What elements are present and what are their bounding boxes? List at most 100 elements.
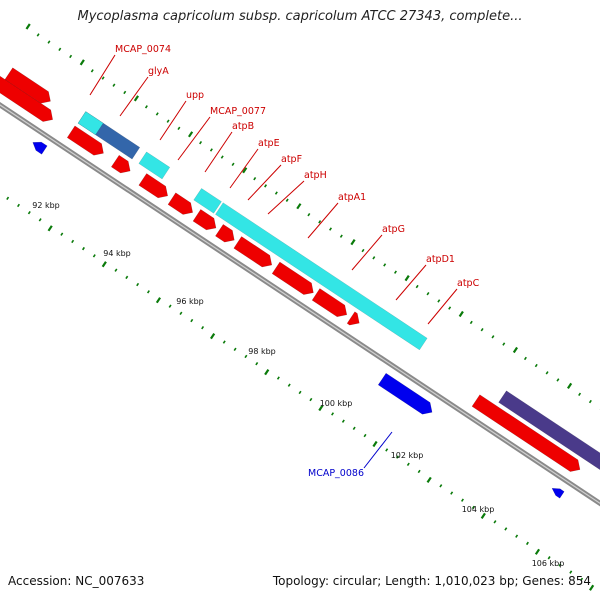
tick-mark-inner [404,274,410,282]
tick-mark-inner [90,69,94,73]
tick-mark-inner [329,227,333,231]
gene-label: atpH [304,170,327,181]
forward-cds-arrow [167,192,193,215]
tick-mark-outer [493,520,497,524]
gene-label-leader [395,264,427,301]
tick-mark-outer [114,268,118,272]
tick-mark-inner [58,47,62,51]
forward-cds-arrow [233,236,273,268]
tick-mark-outer [372,440,378,448]
tick-mark-outer [396,455,400,459]
tick-mark-inner [274,191,278,195]
map-title: Mycoplasma capricolum subsp. capricolum … [77,9,523,24]
tick-mark-inner [47,40,51,44]
gene-label: glyA [148,66,169,77]
tick-mark-inner [307,212,311,217]
tick-mark-outer [471,505,475,510]
tick-mark-outer [71,239,75,244]
scale-label-kbp: 106 kbp [532,559,565,568]
tick-mark-outer [60,232,64,236]
tick-mark-outer [352,426,356,431]
tick-mark-inner [264,184,268,188]
gene-label: atpB [232,121,254,132]
tick-mark-outer [417,469,421,474]
forward-cds-arrow [471,394,581,472]
tick-mark-outer [287,383,291,387]
tick-mark-outer [341,419,345,423]
tick-mark-outer [589,584,595,591]
tick-mark-inner [155,112,159,116]
tick-mark-inner [491,335,495,339]
tick-mark-inner [296,203,302,210]
tick-mark-inner [25,23,31,30]
tick-mark-outer [426,476,432,484]
tick-mark-outer [569,570,573,574]
tick-mark-outer [276,376,280,380]
forward-cds-arrow [271,261,314,295]
forward-cds-arrow [311,288,348,318]
gene-label-leader [204,131,233,173]
tick-mark-outer [190,318,194,323]
gene-label: atpE [258,138,280,149]
tick-mark-outer [534,548,541,555]
scale-label-kbp: 98 kbp [248,347,276,356]
gene-label-leader [247,164,282,201]
tick-mark-inner [350,239,356,246]
tick-mark-inner [187,131,194,138]
tick-mark-outer [81,246,85,251]
tick-mark-outer [38,218,42,222]
gene-label: MCAP_0077 [210,106,266,117]
operon-bar [77,111,104,136]
tick-mark-inner [69,54,73,59]
tick-mark-inner [209,148,213,152]
tick-mark-inner [480,327,484,332]
tick-mark-inner [144,105,148,109]
tick-mark-inner [534,363,538,368]
tick-mark-outer [460,498,464,502]
gene-label-leader [119,76,149,117]
operon-bar [193,188,222,214]
tick-mark-inner [112,83,116,87]
tick-mark-inner [567,382,573,390]
tick-mark-inner [339,234,343,238]
tick-mark-inner [588,399,592,404]
gene-label-leader [159,100,187,141]
scale-label-kbp: 96 kbp [176,297,204,306]
tick-mark-outer [168,304,172,308]
tick-mark-outer [504,527,508,531]
tick-mark-inner [166,119,170,123]
tick-mark-outer [125,275,129,280]
gene-label-leader [267,180,305,215]
forward-cds-arrow [110,154,131,174]
tick-mark-inner [318,220,322,224]
gene-label-leader [177,116,211,161]
tick-mark-outer [580,577,584,582]
tick-mark-inner [372,256,376,260]
tick-mark-outer [222,340,226,344]
tick-mark-inner [177,126,181,131]
tick-mark-outer [318,404,324,412]
tick-mark-inner [458,310,464,318]
reverse-cds-arrow [551,488,565,499]
gene-label: atpG [382,224,405,235]
genome-summary-text: Topology: circular; Length: 1,010,023 bp… [272,574,591,588]
gene-label: atpA1 [338,192,366,203]
tick-mark-outer [136,282,140,287]
gene-label: atpD1 [426,254,455,265]
tick-mark-outer [17,203,20,208]
tick-mark-outer [6,196,10,200]
gene-label: MCAP_0086 [308,468,364,479]
tick-mark-outer [515,534,519,538]
tick-mark-inner [101,76,105,80]
operon-bar [498,390,600,471]
tick-mark-inner [426,292,430,296]
reverse-cds-arrow [377,372,433,415]
tick-mark-outer [47,225,53,232]
tick-mark-inner [556,378,560,382]
tick-mark-outer [155,297,162,304]
gene-label-leader [89,54,116,96]
tick-mark-outer [27,210,31,215]
tick-mark-inner [253,176,257,181]
tick-mark-outer [525,541,529,546]
